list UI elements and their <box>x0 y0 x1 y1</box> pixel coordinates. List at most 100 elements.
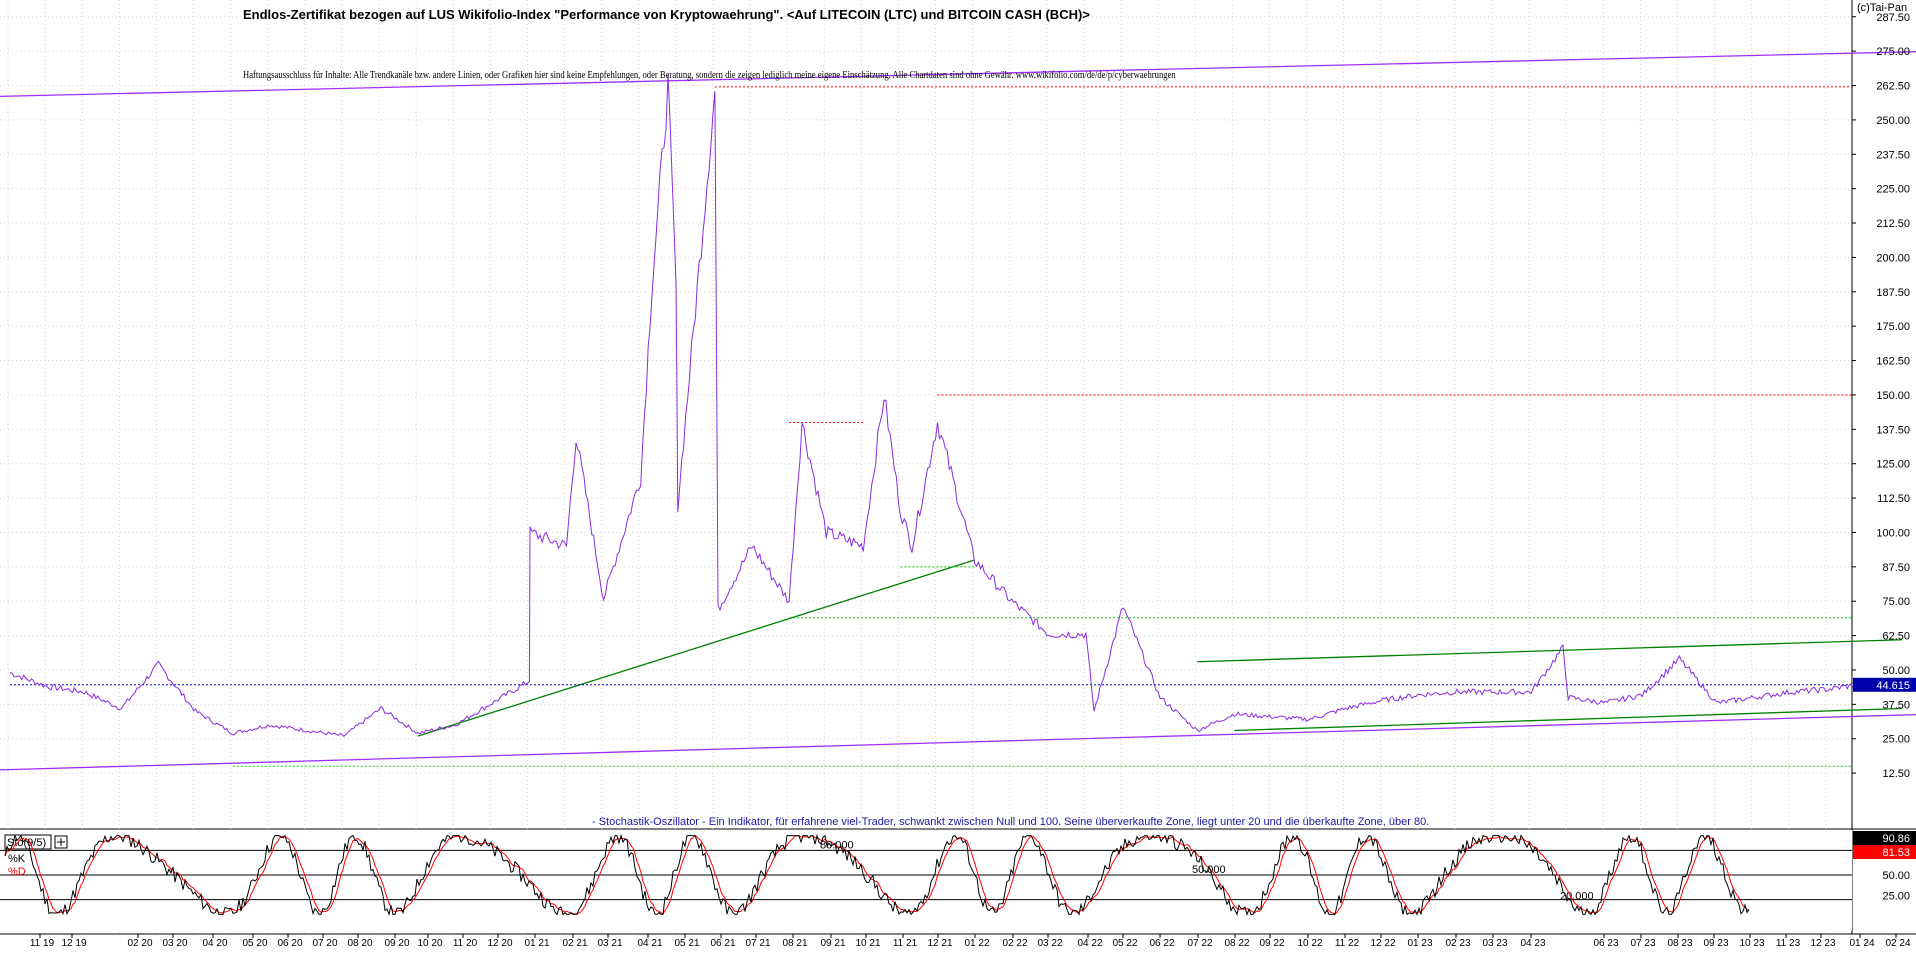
y-tick-label: 50.00 <box>1882 665 1910 677</box>
x-tick-label: 01 21 <box>524 938 549 948</box>
x-tick-label: 09 21 <box>820 938 845 948</box>
x-tick-label: 10 23 <box>1739 938 1764 948</box>
y-tick-label: 125.00 <box>1876 459 1910 471</box>
x-tick-label: 07 21 <box>745 938 770 948</box>
y-tick-label: 37.50 <box>1882 699 1910 711</box>
price-series-line <box>9 74 1866 737</box>
x-tick-label: 08 22 <box>1224 938 1249 948</box>
x-tick-label: 04 23 <box>1520 938 1545 948</box>
y-tick-label: 187.50 <box>1876 287 1910 299</box>
y-tick-label: 137.50 <box>1876 424 1910 436</box>
x-tick-label: 10 21 <box>855 938 880 948</box>
x-tick-label: 11 20 <box>453 938 478 948</box>
y-tick-label: 150.00 <box>1876 390 1910 402</box>
osc-k-line <box>4 833 1750 917</box>
y-tick-label: 75.00 <box>1882 596 1910 608</box>
x-axis: 11 19 12 19 02 20 03 20 04 20 05 20 06 20 07 20… <box>30 934 1911 949</box>
y-tick-label: 287.50 <box>1876 12 1910 24</box>
x-tick-label: 12 19 <box>61 938 86 948</box>
x-tick-label: 02 21 <box>562 938 587 948</box>
x-tick-label: 05 22 <box>1112 938 1137 948</box>
x-tick-label: 07 23 <box>1630 938 1655 948</box>
x-tick-label: 03 21 <box>597 938 622 948</box>
x-tick-label: 04 22 <box>1077 938 1102 948</box>
x-tick-label: 04 20 <box>202 938 227 948</box>
x-tick-label: 03 22 <box>1037 938 1062 948</box>
x-tick-label: 11 22 <box>1335 938 1360 948</box>
annotation-layer <box>0 51 1916 771</box>
osc-legend-d: %D <box>8 866 26 878</box>
y-tick-label: 250.00 <box>1876 115 1910 127</box>
x-tick-label: 09 20 <box>384 938 409 948</box>
trendline <box>0 51 1916 98</box>
oscillator-note: - Stochastik-Oszillator - Ein Indikator,… <box>592 816 1430 828</box>
oscillator-panel: 80.00050.00020.00050.0025.0090.8681.53St… <box>0 830 1916 930</box>
x-tick-label: 06 20 <box>277 938 302 948</box>
trendline <box>1197 639 1903 663</box>
x-tick-label: 01 23 <box>1407 938 1432 948</box>
osc-value-badge <box>1853 831 1916 845</box>
y-tick-label: 212.50 <box>1876 218 1910 230</box>
last-value-label: 44.615 <box>1876 680 1910 692</box>
copyright-label: (c)Tai-Pan <box>1857 2 1908 14</box>
osc-y-tick-label: 50.00 <box>1882 870 1910 882</box>
x-tick-label: 06 22 <box>1149 938 1174 948</box>
trendline <box>1234 707 1903 732</box>
last-value-badge <box>1853 677 1916 692</box>
x-tick-label: 02 22 <box>1002 938 1027 948</box>
axis-layer: 287.50 275.00 262.50 250.00 237.50 225.00 212.… <box>1852 12 1916 780</box>
y-tick-label: 62.50 <box>1882 631 1910 643</box>
osc-level-label: 50.000 <box>1192 864 1226 876</box>
y-tick-label: 162.50 <box>1876 356 1910 368</box>
osc-legend-k: %K <box>8 853 26 865</box>
y-tick-label: 225.00 <box>1876 184 1910 196</box>
x-tick-label: 02 23 <box>1445 938 1470 948</box>
x-tick-label: 12 21 <box>927 938 952 948</box>
x-tick-label: 10 22 <box>1297 938 1322 948</box>
y-tick-label: 200.00 <box>1876 252 1910 264</box>
x-tick-label: 01 24 <box>1849 938 1874 948</box>
osc-value-label: 81.53 <box>1882 847 1910 859</box>
x-tick-label: 04 21 <box>637 938 662 948</box>
y-tick-label: 87.50 <box>1882 562 1910 574</box>
x-tick-label: 05 20 <box>242 938 267 948</box>
y-tick-label: 262.50 <box>1876 81 1910 93</box>
y-tick-label: 237.50 <box>1876 149 1910 161</box>
osc-level-label: 20.000 <box>1560 891 1594 903</box>
osc-value-badge <box>1853 845 1916 859</box>
x-tick-label: 09 22 <box>1259 938 1284 948</box>
osc-d-line <box>4 834 1750 915</box>
x-tick-label: 02 24 <box>1885 938 1910 948</box>
y-tick-label: 25.00 <box>1882 734 1910 746</box>
x-tick-label: 02 20 <box>127 938 152 948</box>
x-tick-label: 07 20 <box>312 938 337 948</box>
chart-disclaimer: Haftungsausschluss für Inhalte: Alle Tre… <box>243 70 1176 81</box>
x-tick-label: 09 23 <box>1703 938 1728 948</box>
x-tick-label: 01 22 <box>964 938 989 948</box>
chart-title: Endlos-Zertifikat bezogen auf LUS Wikifo… <box>243 7 1090 22</box>
oscillator-bg <box>0 830 1852 930</box>
x-tick-label: 06 21 <box>710 938 735 948</box>
trendline <box>0 714 1916 771</box>
x-tick-label: 06 23 <box>1593 938 1618 948</box>
y-tick-label: 175.00 <box>1876 321 1910 333</box>
x-tick-label: 12 22 <box>1370 938 1395 948</box>
x-tick-label: 08 23 <box>1667 938 1692 948</box>
x-tick-label: 12 20 <box>487 938 512 948</box>
series-layer <box>9 74 1866 737</box>
x-tick-label: 08 21 <box>782 938 807 948</box>
x-tick-label: 05 21 <box>674 938 699 948</box>
x-tick-label: 08 20 <box>347 938 372 948</box>
trendline <box>417 559 975 737</box>
y-tick-label: 12.50 <box>1882 768 1910 780</box>
y-tick-label: 100.00 <box>1876 527 1910 539</box>
x-tick-label: 03 23 <box>1482 938 1507 948</box>
x-tick-label: 03 20 <box>162 938 187 948</box>
x-tick-label: 11 21 <box>893 938 918 948</box>
osc-y-tick-label: 25.00 <box>1882 891 1910 903</box>
x-tick-label: 11 23 <box>1776 938 1801 948</box>
